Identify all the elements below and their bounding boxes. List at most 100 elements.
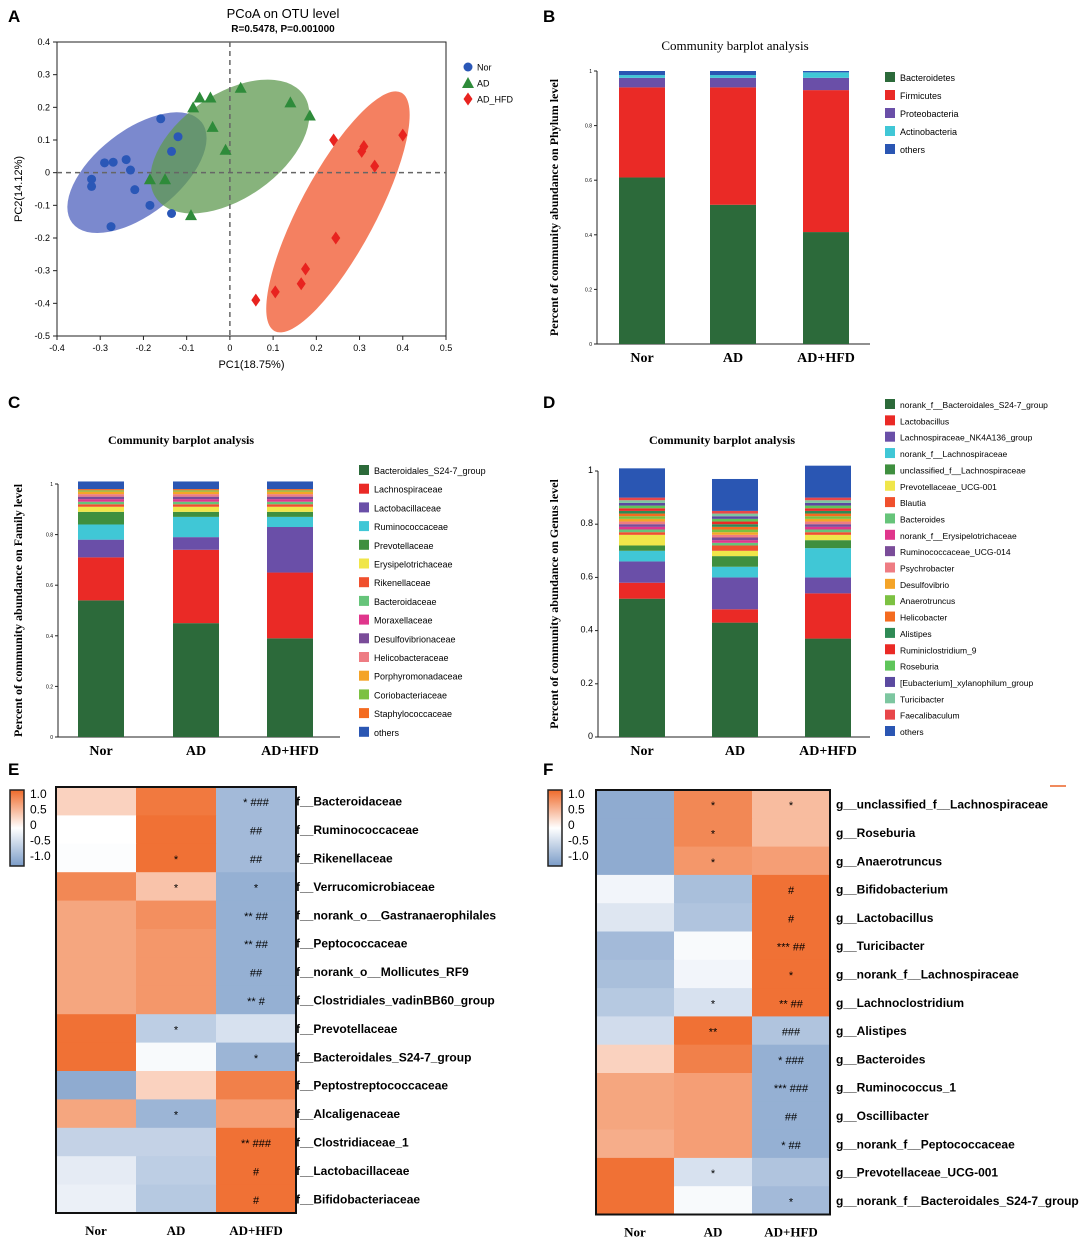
y-tick-label: 0.3: [37, 70, 50, 80]
point-nor: [87, 174, 97, 184]
bar-segment: [619, 534, 665, 546]
point-ad: [204, 91, 217, 103]
legend-swatch: [885, 415, 895, 426]
bar-segment: [267, 516, 313, 528]
heatmap-cell: [596, 1129, 675, 1159]
heatmap-cell: [56, 900, 137, 930]
heatmap-cell: [752, 1157, 831, 1187]
bar-segment: [619, 516, 665, 519]
significance-mark: ##: [250, 826, 263, 838]
bar-segment: [619, 508, 665, 511]
legend-swatch: [359, 483, 369, 494]
x-tick-label: 0: [227, 343, 232, 353]
x-category-label: AD: [723, 351, 743, 366]
bar-segment: [712, 532, 758, 535]
point-ad: [193, 91, 206, 103]
bar-segment: [805, 497, 851, 501]
significance-mark: *: [174, 1024, 179, 1036]
legend-swatch: [359, 726, 369, 737]
heatmap-cell: [674, 1101, 753, 1131]
legend-label: Anaerotruncus: [900, 596, 955, 606]
bar-segment: [173, 623, 219, 737]
legend-swatch: [885, 431, 895, 442]
bar-segment: [173, 489, 219, 491]
bar-segment: [712, 510, 758, 514]
legend-swatch: [359, 521, 369, 532]
heatmap-cell: [596, 1186, 675, 1215]
row-label: g__Lachnoclostridium: [836, 996, 964, 1010]
bar-segment: [712, 534, 758, 538]
x-category-label: Nor: [630, 744, 653, 759]
point-ad-hfd: [331, 231, 341, 245]
legend-swatch: [359, 539, 369, 550]
heatmap-cell: [136, 900, 217, 930]
color-scale-bar: [9, 789, 25, 867]
bar-segment: [173, 496, 219, 500]
point-nor: [106, 222, 116, 232]
row-label: f__Peptococcaceae: [296, 937, 408, 951]
heatmap-f: 1.00.50-0.5-1.0* * g__unclassified_f__Lach…: [547, 787, 1079, 1238]
barplot-b: Community barplot analysis 0 0.2 0.4 0.6 0.8 1…: [547, 38, 959, 366]
bar-segment: [712, 516, 758, 519]
heatmap-cell: [596, 1044, 675, 1074]
x-category-label: AD: [186, 744, 206, 759]
point-nor: [167, 209, 177, 218]
legend-swatch: [885, 595, 895, 606]
legend-label: Rikenellaceae: [374, 578, 431, 588]
legend-swatch: [359, 502, 369, 513]
bar-segment: [173, 549, 219, 624]
heatmap-cell: [674, 1129, 753, 1159]
legend-label: others: [900, 145, 926, 155]
bar-segment: [619, 497, 665, 501]
bar-segment: [805, 540, 851, 549]
heatmap-cell: [216, 1184, 297, 1214]
significance-mark: **: [709, 1027, 718, 1039]
bar-segment: [78, 539, 124, 558]
x-tick-label: -0.2: [136, 343, 152, 353]
legend-label: others: [900, 727, 924, 737]
y-tick-label: 0.2: [585, 287, 592, 293]
significance-mark: *: [174, 1110, 179, 1122]
point-ad: [206, 120, 219, 132]
bar-segment: [619, 521, 665, 525]
bar-segment: [805, 508, 851, 511]
heatmap-cell: [752, 903, 831, 932]
significance-mark: *: [789, 800, 794, 812]
bar-segment: [619, 518, 665, 522]
heatmap-cell: [216, 843, 297, 873]
heatmap-cell: [674, 931, 753, 961]
heatmap-cell: [596, 959, 675, 989]
significance-mark: * ###: [778, 1055, 805, 1067]
heatmap-cell: [56, 1099, 137, 1129]
x-tick-label: 0.4: [397, 343, 410, 353]
significance-mark: *** ##: [777, 942, 806, 954]
heatmap-cell: [674, 1186, 753, 1215]
row-label: f__Rikenellaceae: [296, 852, 393, 866]
bar-segment: [619, 502, 665, 506]
heatmap-cell: [752, 988, 831, 1017]
row-label: g__norank_f__Peptococcaceae: [836, 1137, 1015, 1151]
legend-label: Porphyromonadaceae: [374, 672, 463, 682]
y-tick-label: -0.5: [34, 331, 50, 341]
heatmap-cell: [136, 985, 217, 1015]
y-tick-label: 0.2: [37, 102, 50, 112]
heatmap-cell: [216, 1156, 297, 1186]
legend-label: Lactobacillus: [900, 416, 949, 426]
row-label: f__Bacteroidaceae: [296, 795, 402, 809]
bar-segment: [619, 177, 665, 344]
row-label: g__Ruminococcus_1: [836, 1081, 956, 1095]
legend-label: Ruminiclostridium_9: [900, 645, 977, 655]
bar-segment: [173, 481, 219, 490]
bar-segment: [805, 465, 851, 498]
bar-segment: [712, 609, 758, 623]
bar-segment: [805, 526, 851, 530]
row-label: f__Lactobacillaceae: [296, 1164, 410, 1178]
legend-label: norank_f__Erysipelotrichaceae: [900, 531, 1017, 541]
legend-marker-nor: [463, 62, 473, 72]
row-label: g__Roseburia: [836, 826, 916, 840]
legend-label: [Eubacterium]_xylanophilum_group: [900, 678, 1034, 688]
chart-subtitle: R=0.5478, P=0.001000: [231, 24, 335, 35]
heatmap-cell: [752, 1016, 831, 1046]
heatmap-cell: [136, 957, 217, 987]
bar-segment: [803, 232, 849, 344]
